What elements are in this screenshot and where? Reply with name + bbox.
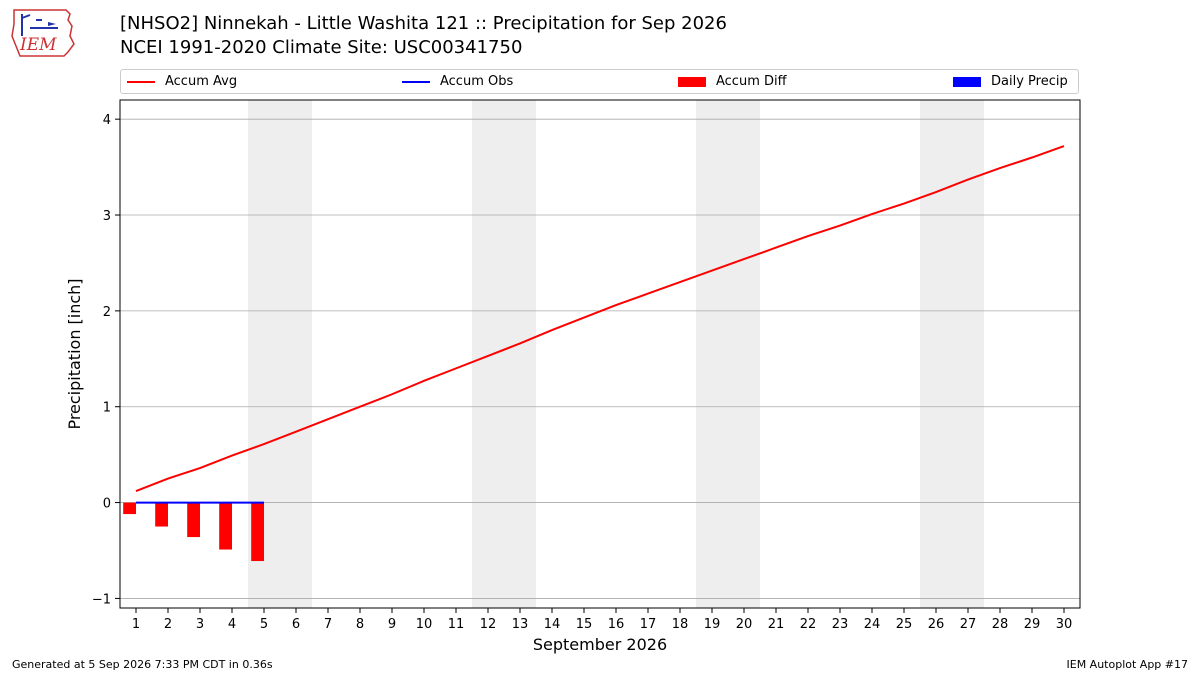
y-tick-label: 1 xyxy=(103,401,111,416)
legend-item-accum-diff: Accum Diff xyxy=(678,70,787,93)
x-tick-label: 15 xyxy=(576,617,593,632)
y-tick-label: −1 xyxy=(92,592,111,607)
x-tick-label: 7 xyxy=(324,617,332,632)
x-tick-label: 22 xyxy=(800,617,817,632)
iem-logo-text: IEM xyxy=(19,35,57,55)
y-tick-label: 4 xyxy=(103,113,111,128)
x-tick-label: 25 xyxy=(896,617,913,632)
legend-swatch-daily-precip xyxy=(953,76,981,87)
legend-swatch-accum-obs xyxy=(402,80,430,83)
accum-diff-bar xyxy=(155,502,168,527)
x-tick-label: 13 xyxy=(512,617,529,632)
accum-diff-bar xyxy=(219,502,232,550)
legend-item-daily-precip: Daily Precip xyxy=(953,70,1068,93)
legend-item-accum-avg: Accum Avg xyxy=(127,70,237,93)
x-tick-label: 1 xyxy=(132,617,140,632)
weekend-shade xyxy=(696,100,760,608)
x-tick-label: 2 xyxy=(164,617,172,632)
accum-diff-bar xyxy=(251,502,264,562)
x-tick-label: 5 xyxy=(260,617,268,632)
legend-swatch-accum-avg xyxy=(127,80,155,83)
generated-timestamp: Generated at 5 Sep 2026 7:33 PM CDT in 0… xyxy=(12,658,273,671)
weekend-shade xyxy=(920,100,984,608)
x-tick-label: 21 xyxy=(768,617,785,632)
iem-logo: IEM xyxy=(8,6,78,60)
x-tick-label: 23 xyxy=(832,617,849,632)
y-tick-label: 2 xyxy=(103,305,111,320)
x-tick-label: 14 xyxy=(544,617,561,632)
y-tick-label: 3 xyxy=(103,209,111,224)
y-axis-label: Precipitation [inch] xyxy=(65,278,84,429)
chart-subtitle: NCEI 1991-2020 Climate Site: USC00341750 xyxy=(120,37,523,58)
x-tick-label: 27 xyxy=(960,617,977,632)
x-tick-label: 18 xyxy=(672,617,689,632)
legend-label-accum-avg: Accum Avg xyxy=(165,74,238,89)
accum-diff-bar xyxy=(123,502,136,515)
x-tick-label: 26 xyxy=(928,617,945,632)
x-tick-label: 16 xyxy=(608,617,625,632)
chart-title: [NHSO2] Ninnekah - Little Washita 121 ::… xyxy=(120,13,727,34)
x-tick-label: 10 xyxy=(416,617,433,632)
legend-label-accum-obs: Accum Obs xyxy=(440,74,514,89)
accum-avg-line xyxy=(135,145,1065,492)
chart-legend: Accum Avg Accum Obs Accum Diff Daily Pre… xyxy=(120,69,1079,94)
weekend-shade xyxy=(472,100,536,608)
x-tick-label: 20 xyxy=(736,617,753,632)
y-tick-label: 0 xyxy=(103,497,111,512)
autoplot-app-label: IEM Autoplot App #17 xyxy=(1066,658,1189,671)
x-tick-label: 4 xyxy=(228,617,236,632)
x-tick-label: 19 xyxy=(704,617,721,632)
x-tick-label: 17 xyxy=(640,617,657,632)
legend-swatch-accum-diff xyxy=(678,76,706,87)
legend-label-accum-diff: Accum Diff xyxy=(716,74,787,89)
x-tick-label: 3 xyxy=(196,617,204,632)
x-axis-label: September 2026 xyxy=(533,635,667,654)
x-tick-label: 9 xyxy=(388,617,396,632)
x-tick-label: 12 xyxy=(480,617,497,632)
x-tick-label: 29 xyxy=(1024,617,1041,632)
x-tick-label: 6 xyxy=(292,617,300,632)
x-tick-label: 24 xyxy=(864,617,881,632)
legend-item-accum-obs: Accum Obs xyxy=(402,70,513,93)
legend-label-daily-precip: Daily Precip xyxy=(991,74,1068,89)
plot-frame xyxy=(119,99,1081,609)
x-tick-label: 8 xyxy=(356,617,364,632)
accum-diff-bar xyxy=(187,502,200,538)
x-tick-label: 11 xyxy=(448,617,465,632)
x-tick-label: 30 xyxy=(1056,617,1073,632)
x-tick-label: 28 xyxy=(992,617,1009,632)
